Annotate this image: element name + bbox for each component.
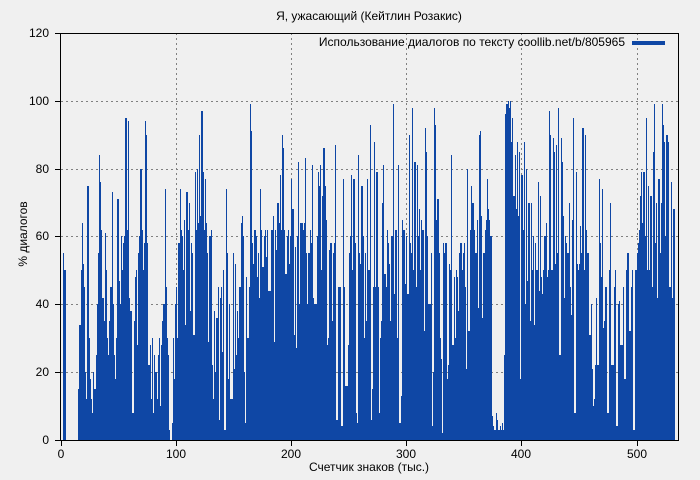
svg-text:Я, ужасающий (Кейтлин Розакис): Я, ужасающий (Кейтлин Розакис) (276, 9, 462, 23)
svg-text:400: 400 (511, 447, 531, 461)
svg-text:120: 120 (29, 26, 49, 40)
svg-text:% диалогов: % диалогов (16, 201, 30, 266)
svg-text:300: 300 (396, 447, 416, 461)
svg-text:20: 20 (36, 365, 50, 379)
svg-text:Счетчик знаков (тыс.): Счетчик знаков (тыс.) (309, 460, 429, 474)
svg-text:500: 500 (627, 447, 647, 461)
svg-text:200: 200 (281, 447, 301, 461)
svg-text:100: 100 (166, 447, 186, 461)
svg-text:0: 0 (58, 447, 65, 461)
svg-text:80: 80 (36, 162, 50, 176)
svg-text:0: 0 (42, 433, 49, 447)
svg-text:60: 60 (36, 229, 50, 243)
svg-text:Использование диалогов по текс: Использование диалогов по тексту coollib… (319, 35, 625, 49)
svg-text:100: 100 (29, 94, 49, 108)
svg-text:40: 40 (36, 297, 50, 311)
